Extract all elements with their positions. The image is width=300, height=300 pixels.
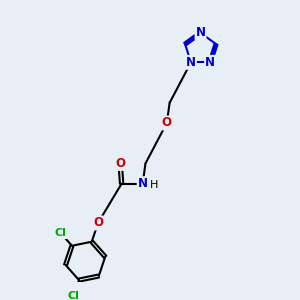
Text: N: N xyxy=(138,177,148,190)
Text: N: N xyxy=(205,56,215,69)
Text: O: O xyxy=(162,116,172,130)
Text: N: N xyxy=(196,26,206,39)
Text: Cl: Cl xyxy=(55,228,67,238)
Text: Cl: Cl xyxy=(68,291,80,300)
Text: O: O xyxy=(115,157,125,170)
Text: H: H xyxy=(150,180,159,190)
Text: N: N xyxy=(186,56,196,69)
Text: O: O xyxy=(93,217,103,230)
